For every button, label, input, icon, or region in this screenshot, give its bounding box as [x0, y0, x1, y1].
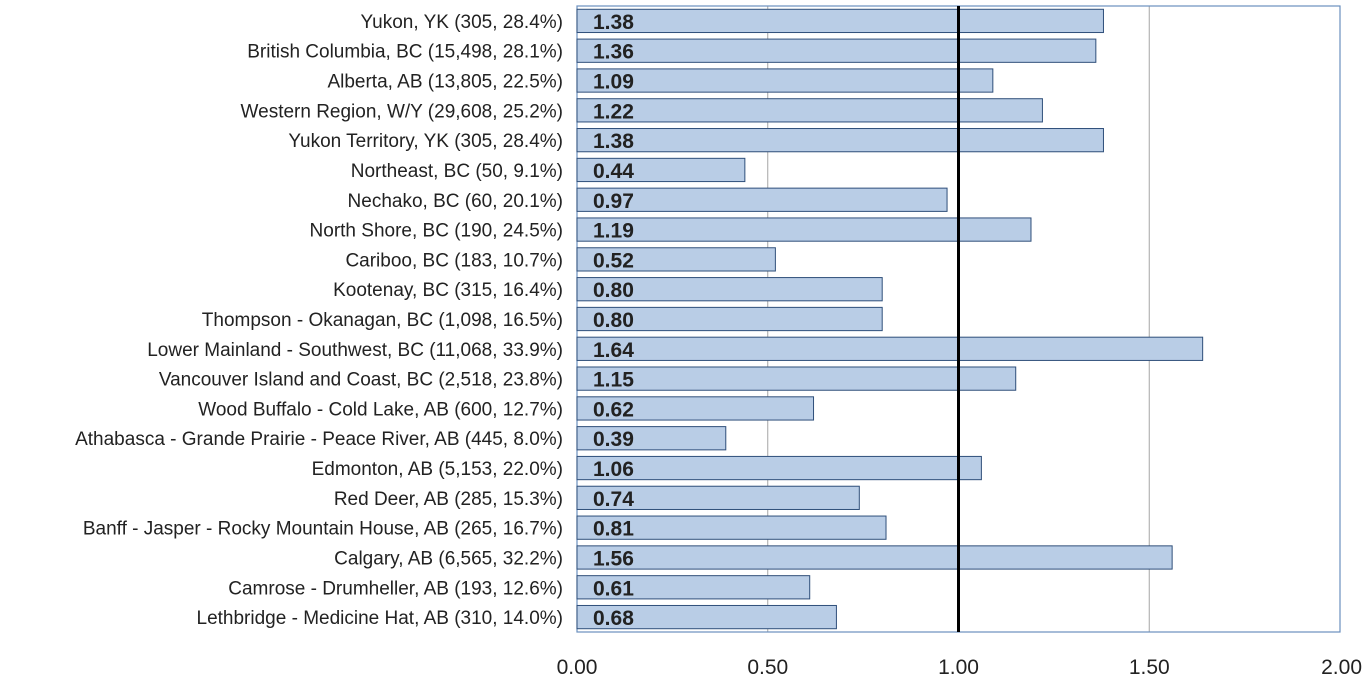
category-label-2: Alberta, AB (13,805, 22.5%) — [327, 72, 563, 93]
bar-value-label-6: 0.97 — [593, 190, 634, 213]
bar-9 — [576, 277, 883, 302]
bar-3 — [576, 98, 1043, 123]
bar-value-label-7: 1.19 — [593, 220, 634, 243]
bar-11 — [576, 336, 1204, 361]
bar-value-label-11: 1.64 — [593, 339, 634, 362]
category-label-6: Nechako, BC (60, 20.1%) — [348, 191, 563, 212]
x-tick-label-2: 1.00 — [938, 656, 979, 679]
bar-17 — [576, 515, 887, 540]
bars: 1.38 1.36 1.09 1.22 1.38 0.44 0.97 1.19 0.52 0.80… — [576, 8, 1204, 630]
bar-15 — [576, 455, 982, 481]
bar-value-label-12: 1.15 — [593, 369, 634, 392]
x-tick-label-0: 0.00 — [557, 656, 598, 679]
category-label-14: Athabasca - Grande Prairie - Peace River… — [75, 429, 563, 450]
bar-1 — [576, 38, 1097, 63]
bar-value-label-15: 1.06 — [593, 458, 634, 481]
bar-20 — [576, 604, 837, 630]
category-label-1: British Columbia, BC (15,498, 28.1%) — [247, 42, 563, 63]
category-label-13: Wood Buffalo - Cold Lake, AB (600, 12.7%… — [198, 399, 563, 420]
bar-value-label-19: 0.61 — [593, 577, 634, 600]
bar-12 — [576, 366, 1017, 391]
bar-4 — [576, 128, 1104, 153]
category-label-5: Northeast, BC (50, 9.1%) — [351, 161, 563, 182]
bar-14 — [576, 426, 727, 451]
bar-value-label-10: 0.80 — [593, 309, 634, 332]
category-label-4: Yukon Territory, YK (305, 28.4%) — [288, 131, 563, 152]
bar-19 — [576, 575, 811, 600]
x-tick-label-4: 2.00 — [1321, 656, 1362, 679]
bar-value-label-1: 1.36 — [593, 41, 634, 64]
bar-value-label-14: 0.39 — [593, 428, 634, 451]
bar-value-label-5: 0.44 — [593, 160, 634, 183]
category-label-19: Camrose - Drumheller, AB (193, 12.6%) — [228, 578, 563, 599]
x-tick-label-1: 0.50 — [747, 656, 788, 679]
bar-value-label-4: 1.38 — [593, 130, 634, 153]
bar-value-label-18: 1.56 — [593, 547, 634, 570]
category-label-8: Cariboo, BC (183, 10.7%) — [345, 250, 563, 271]
bar-value-label-13: 0.62 — [593, 398, 634, 421]
category-label-3: Western Region, W/Y (29,608, 25.2%) — [241, 101, 563, 122]
bar-18 — [576, 545, 1173, 570]
category-label-0: Yukon, YK (305, 28.4%) — [361, 12, 563, 33]
bar-value-label-16: 0.74 — [593, 488, 634, 511]
bar-value-label-2: 1.09 — [593, 71, 634, 94]
bar-8 — [576, 247, 776, 272]
bar-13 — [576, 396, 815, 421]
bar-7 — [576, 217, 1032, 242]
bar-value-label-3: 1.22 — [593, 100, 634, 123]
bar-2 — [576, 68, 994, 93]
category-label-17: Banff - Jasper - Rocky Mountain House, A… — [83, 519, 563, 540]
category-label-10: Thompson - Okanagan, BC (1,098, 16.5%) — [202, 310, 563, 331]
category-label-7: North Shore, BC (190, 24.5%) — [310, 221, 563, 242]
bar-5 — [576, 157, 746, 183]
category-label-15: Edmonton, AB (5,153, 22.0%) — [312, 459, 563, 480]
bar-16 — [576, 485, 860, 510]
category-label-20: Lethbridge - Medicine Hat, AB (310, 14.0… — [197, 608, 563, 629]
bar-value-label-17: 0.81 — [593, 518, 634, 541]
category-label-11: Lower Mainland - Southwest, BC (11,068, … — [147, 340, 563, 361]
bar-0 — [576, 8, 1104, 34]
x-axis-tick-labels: 0.00 0.50 1.00 1.50 2.00 — [557, 656, 1362, 679]
bar-10 — [576, 306, 883, 332]
bar-value-label-20: 0.68 — [593, 607, 634, 630]
x-tick-label-3: 1.50 — [1129, 656, 1170, 679]
bar-value-label-8: 0.52 — [593, 249, 634, 272]
category-labels: Yukon, YK (305, 28.4%) British Columbia, … — [75, 12, 563, 629]
bar-value-label-9: 0.80 — [593, 279, 634, 302]
bar-value-label-0: 1.38 — [593, 11, 634, 34]
category-label-18: Calgary, AB (6,565, 32.2%) — [334, 548, 563, 569]
category-label-12: Vancouver Island and Coast, BC (2,518, 2… — [159, 370, 563, 391]
category-label-16: Red Deer, AB (285, 15.3%) — [334, 489, 563, 510]
bar-6 — [576, 187, 948, 212]
category-label-9: Kootenay, BC (315, 16.4%) — [333, 280, 563, 301]
